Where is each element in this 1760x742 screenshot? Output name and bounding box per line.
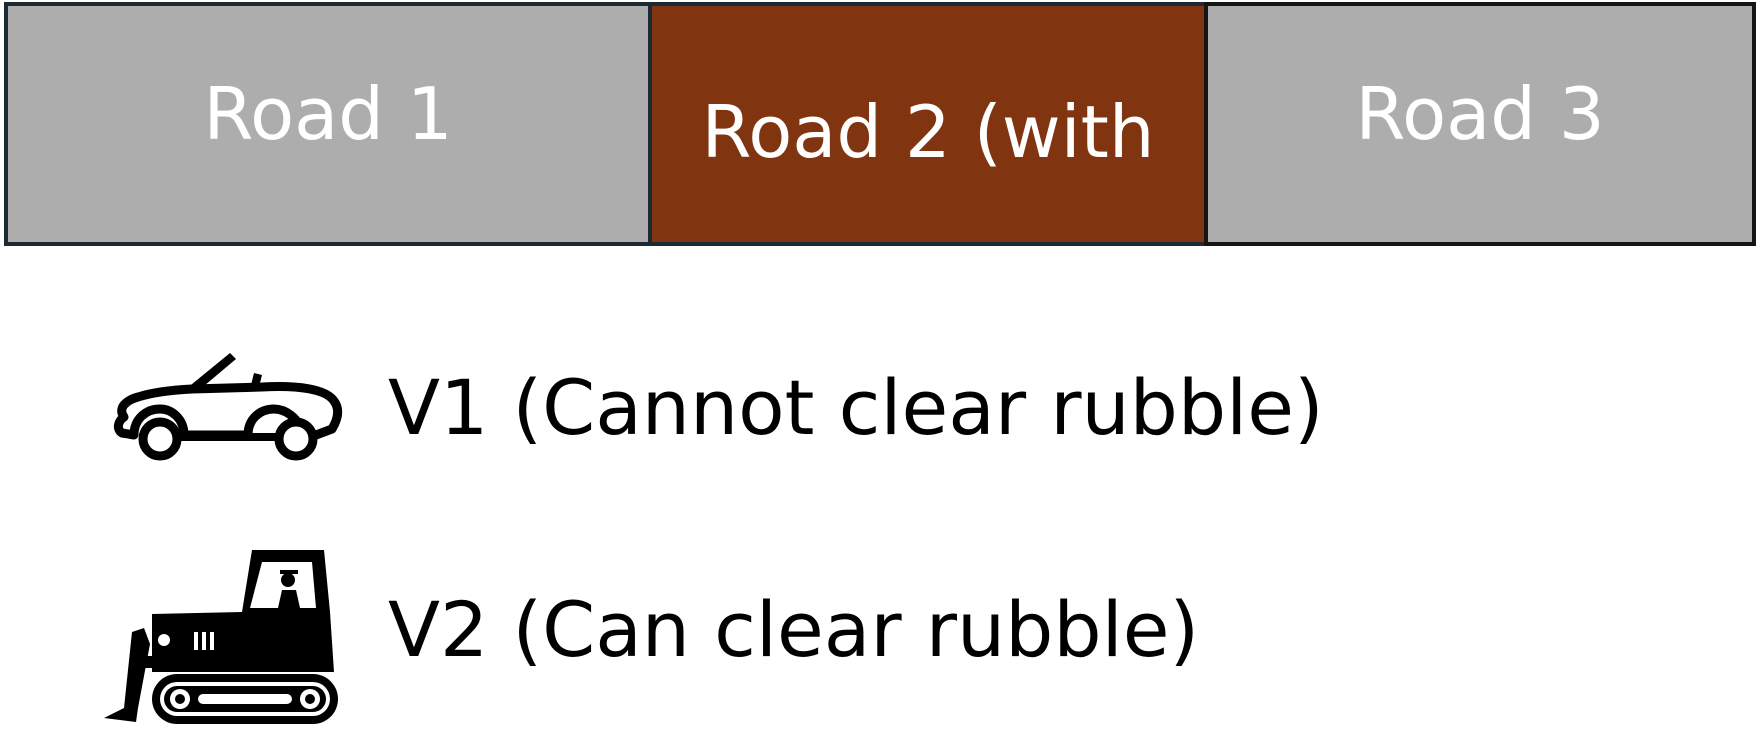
road-2-with-rubble: Road 2 (with (648, 2, 1208, 246)
legend-label-v1: V1 (Cannot clear rubble) (388, 363, 1324, 452)
legend-label-v2: V2 (Can clear rubble) (388, 585, 1200, 674)
road-3-label: Road 3 (1355, 72, 1605, 156)
car-icon (113, 353, 343, 461)
road-3: Road 3 (1204, 2, 1756, 246)
road-1-label: Road 1 (203, 72, 453, 156)
road-strip: Road 1 Road 2 (with Road 3 (4, 2, 1756, 246)
road-1: Road 1 (4, 2, 652, 246)
bulldozer-icon (104, 550, 338, 724)
road-2-label: Road 2 (with (701, 90, 1155, 174)
